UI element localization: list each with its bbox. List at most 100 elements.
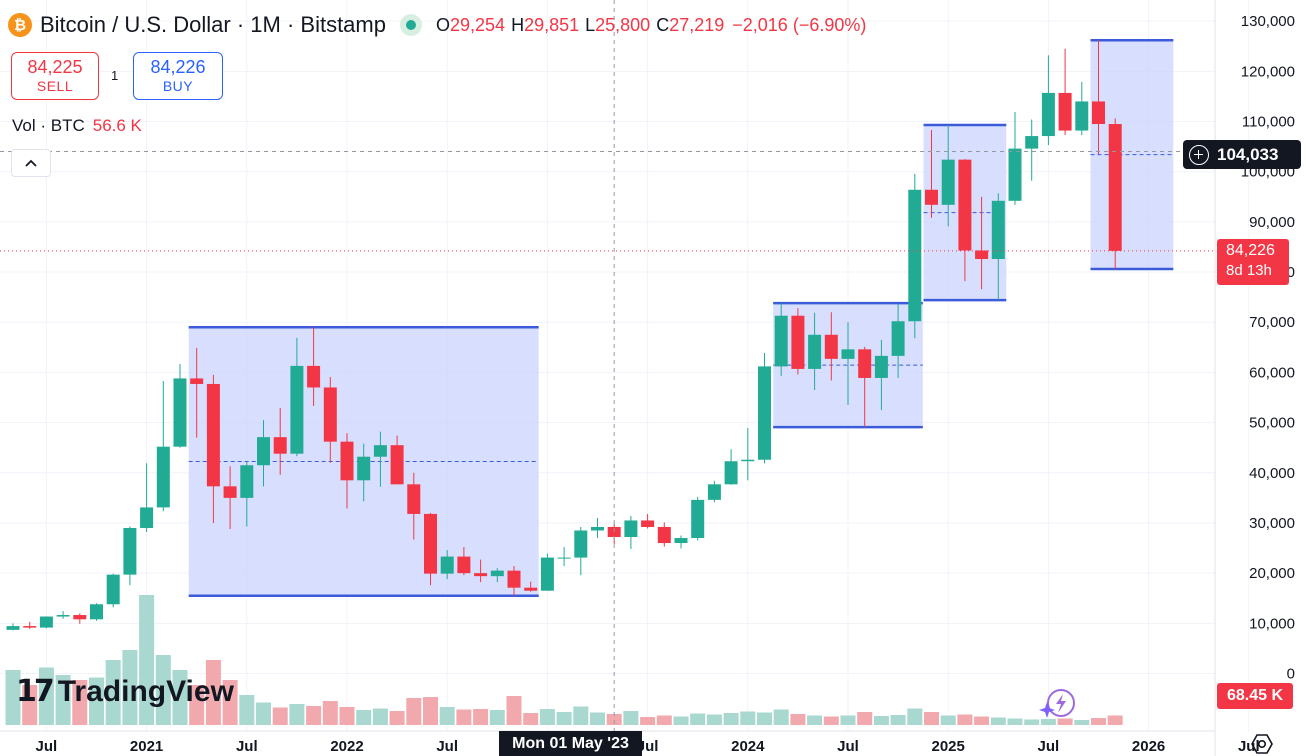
candle-body xyxy=(574,530,588,558)
candle-body xyxy=(1025,136,1039,149)
candle-body xyxy=(257,437,270,466)
trade-quantity[interactable]: 1 xyxy=(111,68,119,83)
price-tick-label: 60,000 xyxy=(1249,364,1295,381)
volume-bar xyxy=(640,717,656,725)
volume-bar xyxy=(389,711,405,725)
volume-bar xyxy=(740,711,756,725)
volume-bar xyxy=(256,702,271,725)
volume-bar xyxy=(55,675,71,725)
ohlc-change: −2,016 (−6.90%) xyxy=(732,14,867,35)
candle-body xyxy=(440,556,454,574)
time-tick-label: 2024 xyxy=(731,738,765,755)
volume-bar xyxy=(757,712,772,725)
volume-bar xyxy=(222,680,238,725)
range-box[interactable] xyxy=(1090,40,1174,270)
volume-bar xyxy=(239,695,255,725)
time-tick-label: 2021 xyxy=(130,738,163,755)
volume-bar xyxy=(807,715,823,725)
candle-body xyxy=(424,513,437,574)
volume-bar xyxy=(1024,719,1040,725)
volume-bar xyxy=(339,707,355,725)
candle-body xyxy=(975,250,989,260)
volume-bar xyxy=(372,708,388,725)
volume-bar xyxy=(790,714,806,725)
time-tick-label: Jul xyxy=(236,738,258,755)
volume-bar xyxy=(306,706,322,725)
chevron-up-icon xyxy=(25,159,37,167)
volume-bar xyxy=(556,712,572,725)
price-tick-label: 10,000 xyxy=(1249,615,1295,632)
time-tick-label: Jul xyxy=(36,738,58,755)
volume-bar xyxy=(506,696,522,725)
volume-bar xyxy=(1007,718,1023,725)
ohlc-low: L25,800 xyxy=(585,14,651,35)
symbol-title[interactable]: Bitcoin / U.S. Dollar · 1M · Bitstamp xyxy=(40,12,386,37)
sell-button[interactable]: 84,225 SELL xyxy=(11,52,99,100)
candle-body xyxy=(1108,124,1122,251)
time-axis: Jul2021Jul2022Jul2023Jul2024Jul2025Jul20… xyxy=(36,738,1260,755)
candle-body xyxy=(858,349,872,378)
price-tick-label: 20,000 xyxy=(1249,565,1295,582)
price-tick-label: 130,000 xyxy=(1241,13,1295,30)
candle-body xyxy=(507,570,521,588)
volume-bar xyxy=(1040,719,1056,725)
volume-bar xyxy=(22,685,38,725)
candle-body xyxy=(707,484,721,500)
price-tick-label: 70,000 xyxy=(1249,314,1295,331)
candle-body xyxy=(206,383,220,487)
volume-bar xyxy=(356,710,372,725)
candle-body xyxy=(724,461,738,485)
candle-body xyxy=(524,587,538,591)
volume-bar xyxy=(706,714,722,725)
volume-legend[interactable]: Vol · BTC 56.6 K xyxy=(12,116,142,136)
settings-hex-icon[interactable] xyxy=(1251,733,1273,755)
price-tick-label: 0 xyxy=(1287,666,1295,683)
collapse-legend-button[interactable] xyxy=(11,149,51,177)
time-tick-label: 2022 xyxy=(330,738,363,755)
candle-body xyxy=(307,365,321,388)
candle-body xyxy=(340,441,354,481)
volume-legend-label: Vol · BTC xyxy=(12,116,85,135)
price-axis: 0 10,000 20,000 30,000 40,000 50,000 60,000 70,… xyxy=(1241,13,1295,682)
candle-body xyxy=(474,573,488,577)
price-tick-label: 50,000 xyxy=(1249,415,1295,432)
volume-bar xyxy=(539,709,555,725)
volume-bar xyxy=(1057,718,1073,725)
candle-body xyxy=(808,334,822,369)
volume-bar xyxy=(322,701,338,725)
candle-body xyxy=(273,437,287,454)
crosshair-price-tag[interactable]: 104,033 xyxy=(1183,140,1301,169)
volume-bar xyxy=(89,677,104,725)
price-tick-label: 30,000 xyxy=(1249,515,1295,532)
plus-circle-icon[interactable] xyxy=(1189,144,1209,165)
lightning-icon[interactable] xyxy=(1039,688,1075,720)
candle-body xyxy=(407,484,421,514)
candle-body xyxy=(591,526,604,531)
price-tick-label: 40,000 xyxy=(1249,465,1295,482)
buy-button[interactable]: 84,226 BUY xyxy=(133,52,223,100)
volume-bar xyxy=(105,660,121,725)
tradingview-logo[interactable]: 17 TradingView xyxy=(16,674,234,709)
volume-bar xyxy=(439,707,455,725)
market-status-icon[interactable] xyxy=(399,14,422,36)
candle-body xyxy=(39,616,53,628)
candles xyxy=(6,40,1122,631)
volume-bar xyxy=(940,715,956,725)
volume-bar xyxy=(523,713,539,725)
volume-bar xyxy=(172,670,188,725)
time-tick-label: Jul xyxy=(837,738,859,755)
sell-label: SELL xyxy=(36,78,74,94)
candle-body xyxy=(824,334,838,359)
range-boxes xyxy=(188,38,1174,597)
volume-bar xyxy=(823,716,839,725)
candle-body xyxy=(741,459,755,462)
candle-body xyxy=(56,615,70,617)
time-tick-label: Jul xyxy=(436,738,458,755)
sell-price: 84,225 xyxy=(27,57,83,77)
volume-bar xyxy=(606,714,622,725)
candle-body xyxy=(540,557,554,591)
volume-bar xyxy=(423,697,438,725)
volume-bar xyxy=(907,708,923,725)
